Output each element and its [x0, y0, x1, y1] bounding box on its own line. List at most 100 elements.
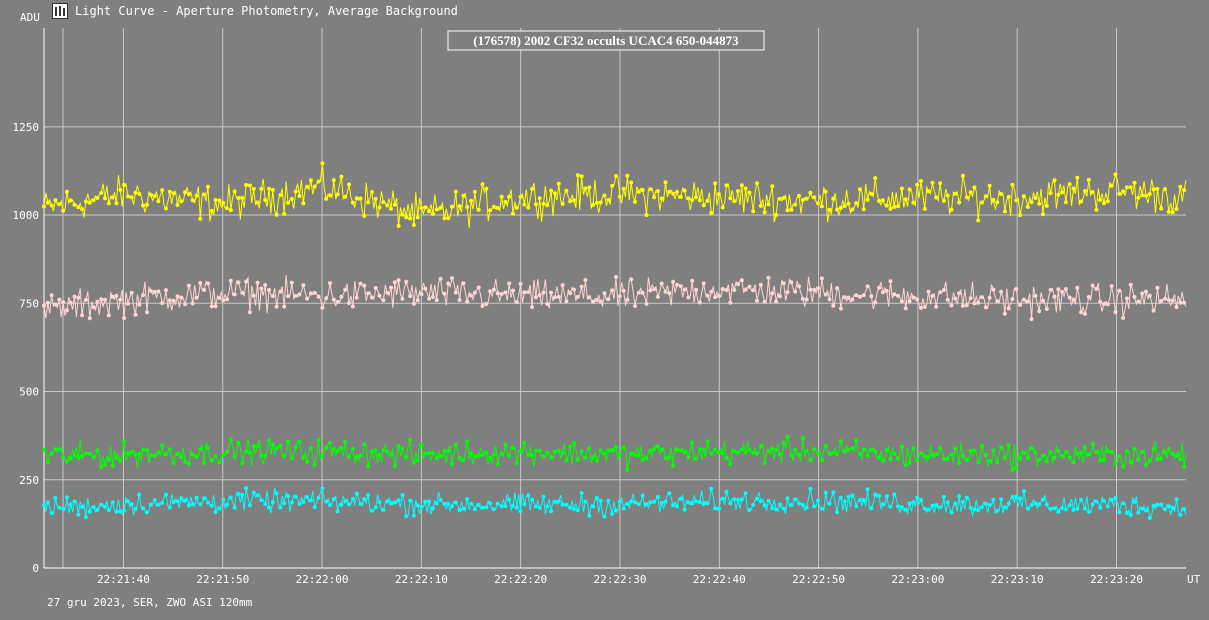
data-point — [610, 448, 615, 452]
data-point — [522, 202, 527, 207]
data-point — [575, 508, 580, 513]
data-point — [736, 282, 740, 287]
data-point — [945, 500, 950, 505]
data-point — [1090, 502, 1095, 507]
data-point — [194, 295, 199, 300]
data-point — [1041, 453, 1045, 458]
data-point — [57, 447, 62, 452]
data-point — [186, 192, 191, 197]
data-point — [1056, 509, 1061, 514]
data-point — [930, 180, 935, 185]
data-point — [552, 191, 557, 196]
data-point — [461, 281, 466, 286]
data-point — [591, 299, 596, 304]
data-point — [716, 450, 721, 455]
data-point — [1010, 297, 1015, 301]
data-point — [358, 501, 363, 506]
data-point — [484, 505, 489, 510]
data-point — [301, 500, 306, 505]
data-point — [469, 501, 474, 506]
data-point — [800, 436, 805, 441]
data-point — [594, 495, 599, 500]
data-point — [1128, 282, 1133, 287]
data-point — [648, 187, 653, 192]
data-point — [442, 502, 447, 506]
data-point — [305, 296, 310, 301]
data-point — [739, 447, 744, 452]
data-point — [206, 500, 210, 505]
data-point — [1136, 299, 1141, 304]
data-point — [1178, 512, 1183, 517]
data-point — [1025, 506, 1030, 511]
data-point — [480, 453, 485, 458]
data-point — [1044, 307, 1049, 311]
data-point — [987, 295, 992, 300]
data-point — [564, 299, 569, 304]
data-point — [472, 189, 477, 194]
data-point — [457, 298, 462, 303]
light-curve-app-icon[interactable] — [52, 3, 68, 19]
data-point — [1128, 460, 1133, 465]
data-point — [122, 508, 127, 513]
data-point — [1159, 206, 1164, 211]
data-point — [835, 510, 840, 515]
data-point — [465, 439, 470, 444]
data-point — [705, 293, 710, 298]
data-point — [1109, 284, 1114, 289]
data-point — [320, 161, 325, 166]
data-point — [1094, 207, 1099, 212]
data-point — [95, 507, 100, 512]
data-point — [91, 305, 96, 310]
data-point — [697, 500, 702, 505]
data-point — [770, 291, 775, 296]
data-point — [270, 187, 275, 192]
data-point — [232, 454, 237, 459]
data-point — [888, 457, 893, 462]
data-point — [278, 193, 283, 197]
data-point — [1163, 187, 1167, 192]
data-point — [343, 194, 348, 199]
data-point — [732, 449, 737, 454]
x-tick-label: 22:22:10 — [395, 573, 448, 586]
data-point — [495, 501, 500, 506]
data-point — [972, 507, 977, 512]
data-point — [747, 284, 752, 289]
data-point — [236, 196, 241, 200]
data-point — [545, 301, 550, 306]
data-point — [274, 446, 279, 451]
x-tick-label: 22:23:20 — [1090, 573, 1143, 586]
data-point — [114, 456, 119, 461]
data-point — [583, 499, 588, 504]
data-point — [816, 286, 820, 291]
data-point — [1090, 190, 1095, 194]
data-point — [385, 203, 390, 208]
data-point — [354, 295, 359, 300]
data-point — [663, 456, 668, 460]
data-point — [827, 297, 832, 302]
data-point — [488, 208, 493, 213]
data-point — [99, 502, 104, 507]
data-point — [530, 305, 535, 309]
data-point — [1021, 194, 1026, 199]
data-point — [274, 491, 279, 496]
data-point — [850, 297, 855, 302]
data-point — [217, 295, 222, 300]
data-point — [652, 287, 657, 292]
data-point — [549, 455, 554, 460]
data-point — [960, 173, 965, 178]
data-point — [964, 495, 969, 500]
data-point — [919, 305, 923, 310]
data-point — [156, 199, 161, 204]
data-point — [373, 505, 378, 510]
data-point — [625, 467, 630, 472]
data-point — [1014, 465, 1019, 470]
data-point — [1033, 293, 1038, 298]
x-tick-label: 22:22:20 — [494, 573, 547, 586]
data-point — [1018, 213, 1023, 218]
data-point — [1121, 189, 1126, 194]
data-point — [354, 491, 359, 496]
data-point — [633, 304, 637, 308]
data-point — [194, 495, 199, 500]
data-point — [1052, 294, 1057, 299]
data-point — [95, 448, 100, 453]
